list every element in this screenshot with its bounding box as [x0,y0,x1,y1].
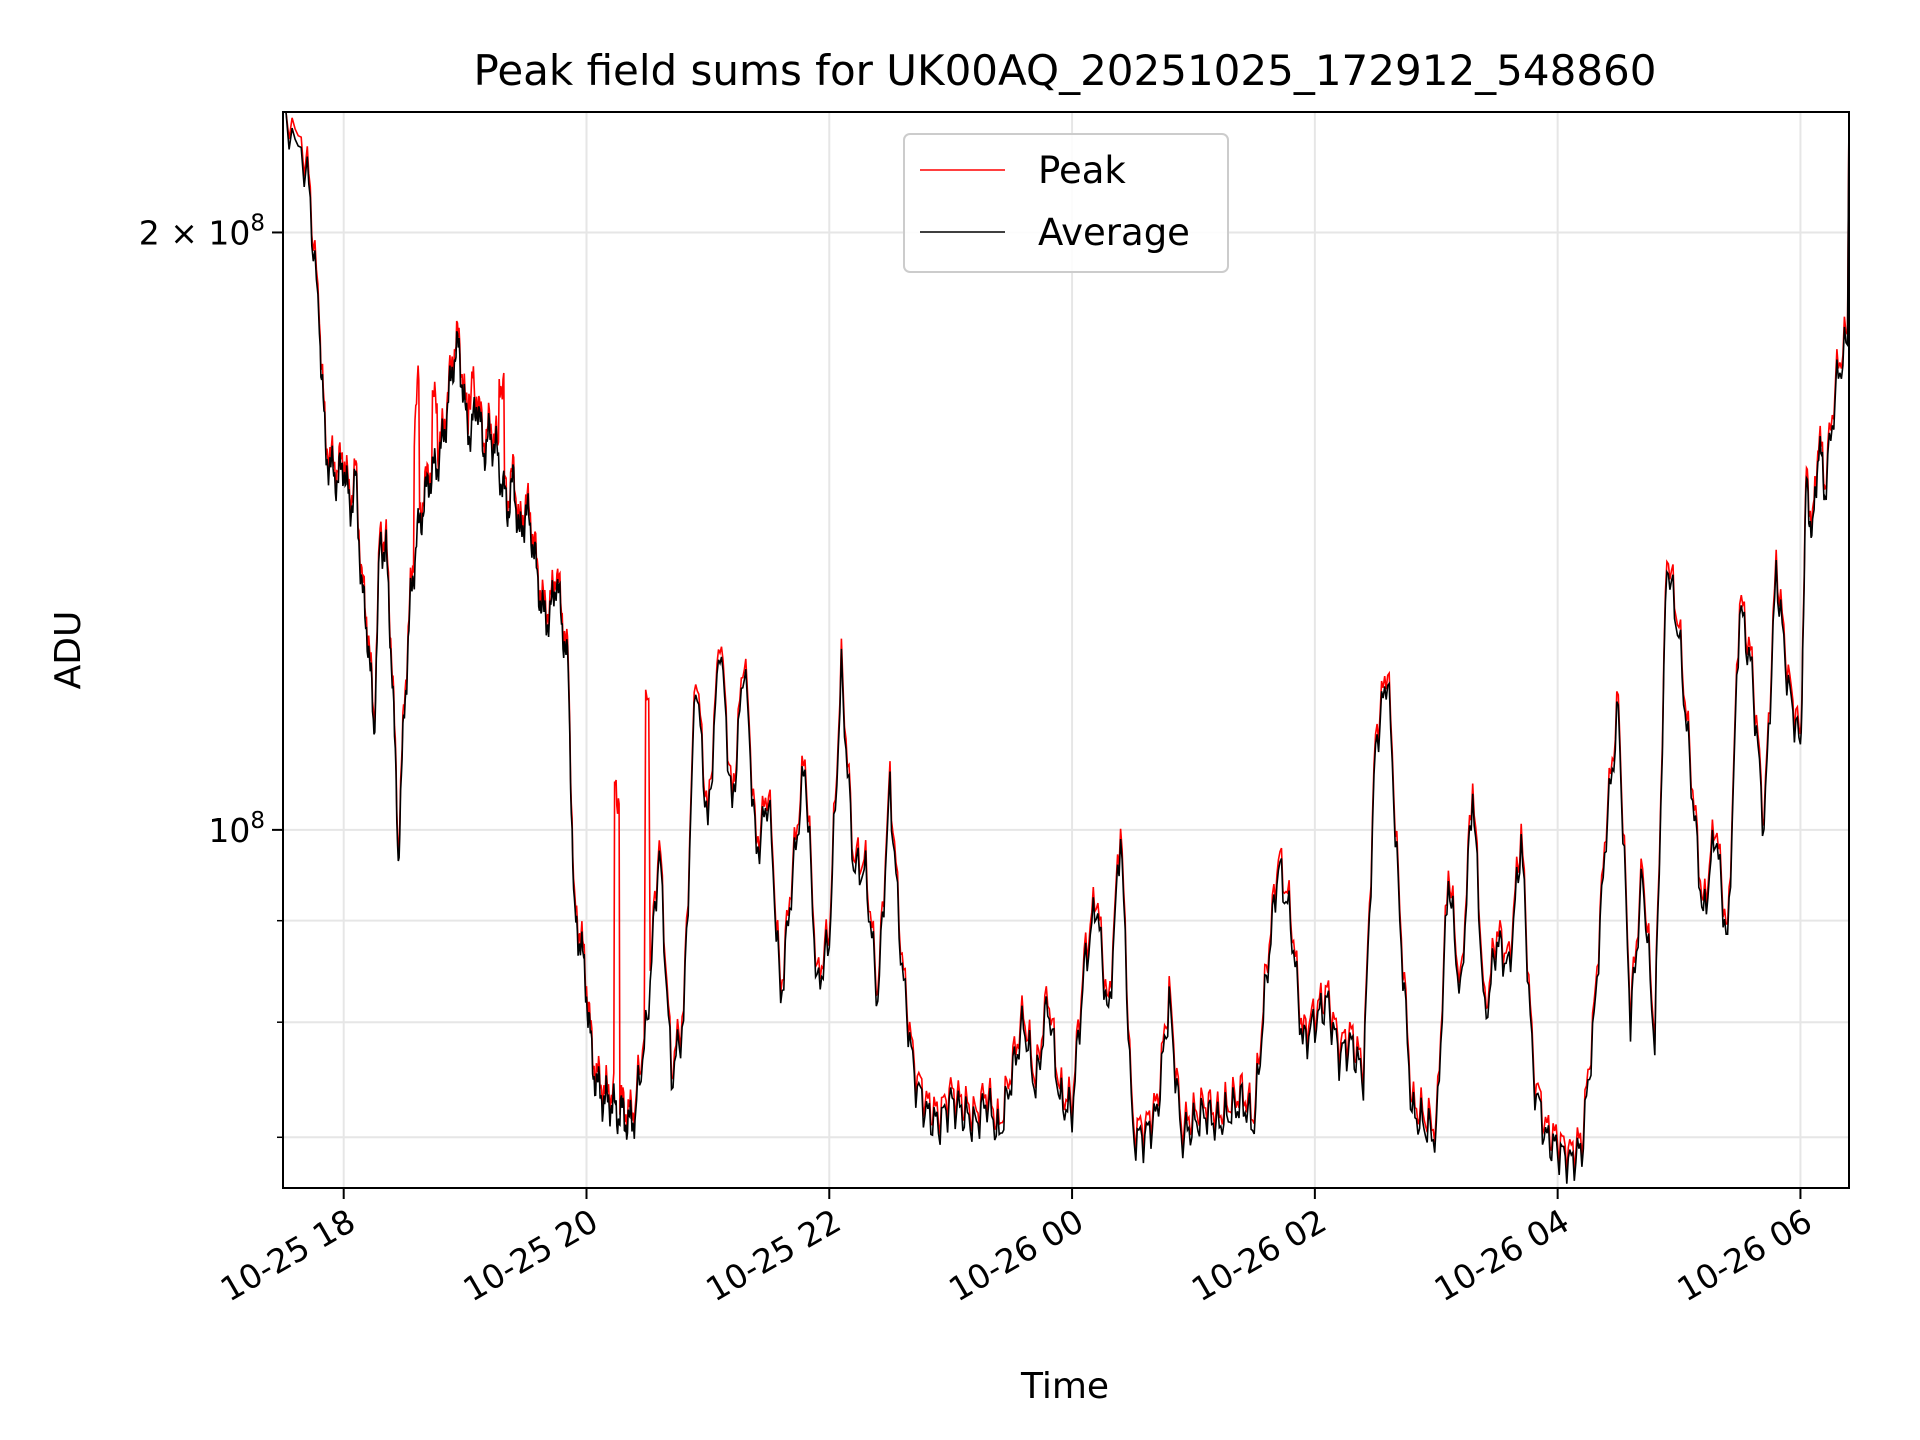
legend-average-label: Average [1038,211,1190,254]
y-tick-label: 108 [208,808,265,850]
chart-title: Peak field sums for UK00AQ_20251025_1729… [473,46,1656,95]
y-tick-label: 2 × 108 [139,210,265,252]
series-layer [283,111,1850,1184]
legend-peak-label: Peak [1038,149,1126,192]
legend: Peak Average [903,133,1229,273]
series-average-line [283,111,1850,1184]
y-axis: 2 × 108 108 [139,210,283,1139]
x-axis-label: Time [1020,1366,1109,1407]
legend-box [903,133,1229,273]
grid [283,112,1849,1188]
y-axis-label: ADU [48,611,89,690]
plot-frame [282,111,1850,1189]
